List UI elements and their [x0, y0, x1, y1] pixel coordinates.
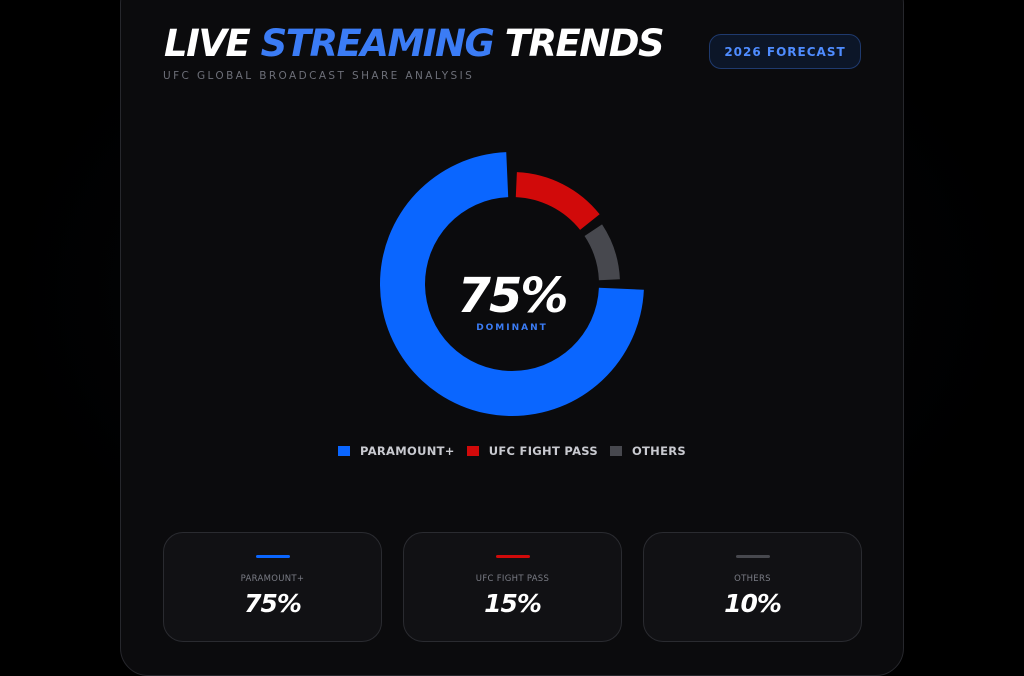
donut-chart: 75% DOMINANT — [362, 134, 662, 434]
legend-label-paramount: PARAMOUNT+ — [360, 444, 455, 458]
slice-paramount — [380, 152, 644, 417]
slice-others — [584, 224, 620, 281]
page-title: LIVE STREAMING TRENDS — [164, 22, 665, 66]
center-label: DOMINANT — [476, 323, 548, 333]
legend-item-fight-pass: UFC FIGHT PASS — [466, 444, 598, 458]
forecast-button[interactable]: 2026 FORECAST — [709, 34, 861, 69]
legend-swatch-fight-pass — [466, 446, 479, 456]
stat-card-others: OTHERS 10% — [643, 532, 862, 642]
center-value: 75% — [457, 268, 569, 324]
stat-bar-paramount — [256, 555, 290, 558]
legend-swatch-others — [609, 446, 622, 456]
chart-legend: PARAMOUNT+ UFC FIGHT PASS OTHERS — [0, 444, 1024, 458]
stat-bar-fight-pass — [496, 555, 530, 558]
stat-label-others: OTHERS — [734, 574, 771, 584]
stat-value-fight-pass: 15% — [484, 589, 542, 618]
legend-label-fight-pass: UFC FIGHT PASS — [488, 444, 598, 458]
donut-svg — [380, 152, 644, 417]
legend-swatch-paramount — [338, 446, 351, 456]
stat-value-others: 10% — [724, 589, 782, 618]
title-part2: TRENDS — [504, 22, 665, 65]
title-accent: STREAMING — [260, 22, 495, 65]
page-subtitle: UFC GLOBAL BROADCAST SHARE ANALYSIS — [163, 70, 475, 82]
stat-card-fight-pass: UFC FIGHT PASS 15% — [403, 532, 622, 642]
stat-value-paramount: 75% — [244, 589, 302, 618]
stat-label-paramount: PARAMOUNT+ — [240, 574, 305, 584]
slice-fight-pass — [515, 172, 600, 230]
stat-bar-others — [736, 555, 770, 558]
title-part1: LIVE — [164, 22, 251, 65]
stat-label-fight-pass: UFC FIGHT PASS — [475, 574, 550, 584]
legend-item-others: OTHERS — [609, 444, 686, 458]
legend-label-others: OTHERS — [631, 444, 686, 458]
stat-card-paramount: PARAMOUNT+ 75% — [163, 532, 382, 642]
legend-item-paramount: PARAMOUNT+ — [338, 444, 455, 458]
